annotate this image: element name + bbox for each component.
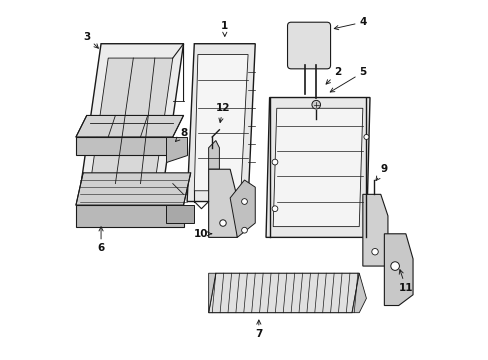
Polygon shape	[208, 273, 215, 313]
Circle shape	[371, 248, 378, 255]
Polygon shape	[208, 169, 237, 237]
Text: 7: 7	[255, 320, 262, 339]
Circle shape	[311, 100, 320, 109]
Polygon shape	[230, 180, 255, 237]
Text: 3: 3	[83, 32, 98, 48]
Polygon shape	[80, 44, 183, 194]
Polygon shape	[384, 234, 412, 306]
Text: 10: 10	[194, 229, 211, 239]
Polygon shape	[351, 273, 366, 313]
Polygon shape	[208, 140, 219, 169]
Text: 1: 1	[221, 21, 228, 36]
Text: 11: 11	[398, 270, 412, 293]
Polygon shape	[265, 98, 369, 237]
Circle shape	[271, 206, 277, 212]
Polygon shape	[76, 205, 183, 226]
Text: 5: 5	[329, 67, 366, 92]
Circle shape	[390, 262, 399, 270]
Circle shape	[241, 227, 247, 233]
Text: 2: 2	[325, 67, 341, 84]
Text: 12: 12	[215, 103, 230, 122]
Polygon shape	[165, 205, 194, 223]
Circle shape	[219, 220, 226, 226]
Polygon shape	[76, 116, 183, 137]
Polygon shape	[194, 54, 247, 191]
Text: 9: 9	[375, 164, 387, 181]
Polygon shape	[208, 273, 359, 313]
Circle shape	[363, 134, 368, 139]
Polygon shape	[76, 173, 190, 205]
Circle shape	[271, 159, 277, 165]
Text: 6: 6	[97, 227, 104, 253]
Polygon shape	[187, 44, 255, 202]
Text: 4: 4	[334, 17, 366, 30]
Polygon shape	[362, 194, 387, 266]
Text: 8: 8	[175, 129, 187, 141]
Polygon shape	[165, 137, 187, 162]
FancyBboxPatch shape	[287, 22, 330, 69]
Polygon shape	[90, 58, 172, 184]
Polygon shape	[76, 137, 172, 155]
Polygon shape	[273, 108, 362, 226]
Circle shape	[241, 199, 247, 204]
